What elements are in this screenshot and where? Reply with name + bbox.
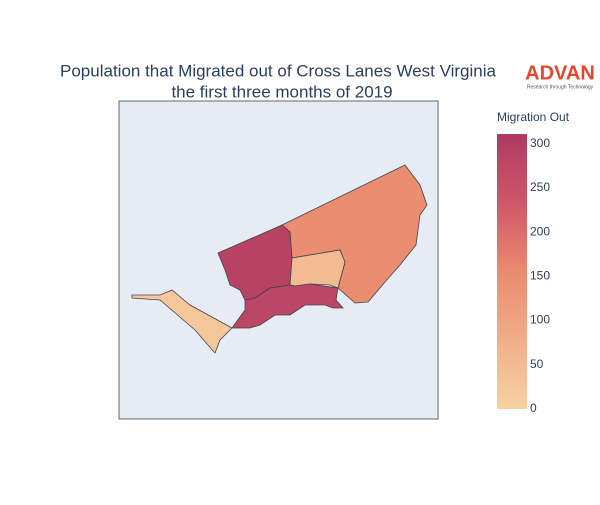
logo: ADVAN [525,62,595,84]
colorbar-title: Migration Out [497,110,570,124]
logo-tagline: Research through Technology [527,84,594,90]
regions [131,164,428,354]
colorbar-tick-label: 200 [530,224,550,238]
region [131,289,233,354]
colorbar-tick-label: 100 [530,313,550,327]
colorbar [497,134,527,409]
colorbar-tick-label: 0 [530,401,537,415]
chart-title: Population that Migrated out of Cross La… [60,61,496,80]
colorbar-tick-label: 300 [530,136,550,150]
chart-subtitle: the first three months of 2019 [171,82,392,101]
colorbar-tick-label: 50 [530,357,544,371]
colorbar-tick-label: 150 [530,269,550,283]
colorbar-tick-label: 250 [530,180,550,194]
